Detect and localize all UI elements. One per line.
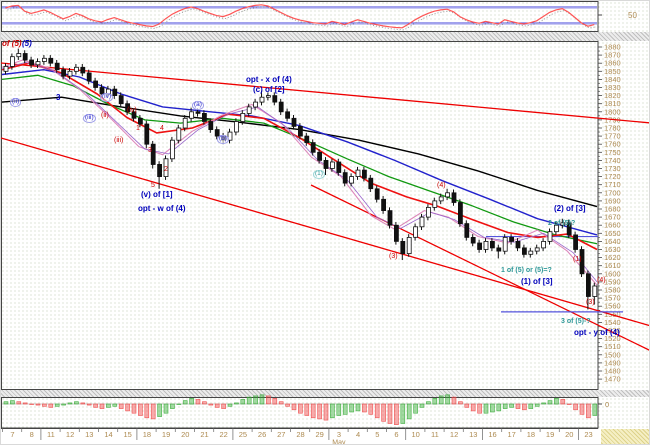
svg-text:1860: 1860 — [604, 59, 621, 68]
svg-text:1500: 1500 — [604, 350, 621, 359]
svg-text:1540: 1540 — [604, 318, 621, 327]
svg-text:1670: 1670 — [604, 213, 621, 222]
svg-text:12: 12 — [450, 430, 458, 439]
svg-text:50: 50 — [628, 11, 637, 20]
svg-text:1620: 1620 — [604, 253, 621, 262]
svg-text:1470: 1470 — [604, 375, 621, 384]
svg-text:1700: 1700 — [604, 188, 621, 197]
svg-text:1580: 1580 — [604, 286, 621, 295]
svg-text:1850: 1850 — [604, 67, 621, 76]
svg-text:13: 13 — [85, 430, 93, 439]
svg-text:7: 7 — [10, 430, 14, 439]
svg-text:11: 11 — [431, 430, 439, 439]
svg-text:23: 23 — [584, 430, 592, 439]
svg-text:1780: 1780 — [604, 124, 621, 133]
svg-text:3: 3 — [337, 430, 341, 439]
svg-text:1770: 1770 — [604, 132, 621, 141]
svg-text:1630: 1630 — [604, 245, 621, 254]
svg-text:20: 20 — [565, 430, 573, 439]
svg-text:1880: 1880 — [604, 43, 621, 52]
svg-text:11: 11 — [47, 430, 55, 439]
svg-text:1800: 1800 — [604, 107, 621, 116]
svg-text:20: 20 — [181, 430, 189, 439]
svg-text:6: 6 — [394, 430, 398, 439]
svg-text:14: 14 — [104, 430, 112, 439]
svg-text:0: 0 — [605, 400, 609, 409]
svg-text:1570: 1570 — [604, 294, 621, 303]
svg-text:1870: 1870 — [604, 51, 621, 60]
svg-text:21: 21 — [200, 430, 208, 439]
svg-text:1650: 1650 — [604, 229, 621, 238]
svg-text:5: 5 — [375, 430, 379, 439]
svg-text:1590: 1590 — [604, 277, 621, 286]
svg-text:29: 29 — [316, 430, 324, 439]
svg-text:10: 10 — [412, 430, 420, 439]
svg-text:4: 4 — [356, 430, 360, 439]
svg-text:18: 18 — [143, 430, 151, 439]
svg-text:1490: 1490 — [604, 358, 621, 367]
svg-text:26: 26 — [258, 430, 266, 439]
svg-text:27: 27 — [277, 430, 285, 439]
svg-text:1820: 1820 — [604, 91, 621, 100]
svg-text:1740: 1740 — [604, 156, 621, 165]
svg-text:1810: 1810 — [604, 99, 621, 108]
svg-text:16: 16 — [488, 430, 496, 439]
svg-text:1530: 1530 — [604, 326, 621, 335]
svg-text:15: 15 — [124, 430, 132, 439]
panel-separator — [1, 390, 649, 397]
svg-text:May: May — [332, 440, 346, 445]
svg-text:1720: 1720 — [604, 172, 621, 181]
svg-text:18: 18 — [527, 430, 535, 439]
svg-text:1600: 1600 — [604, 269, 621, 278]
svg-text:1510: 1510 — [604, 342, 621, 351]
svg-text:1760: 1760 — [604, 140, 621, 149]
date-axis-strip — [1, 429, 601, 444]
svg-text:1640: 1640 — [604, 237, 621, 246]
svg-text:1480: 1480 — [604, 367, 621, 376]
svg-text:1680: 1680 — [604, 205, 621, 214]
svg-text:1520: 1520 — [604, 334, 621, 343]
svg-text:1750: 1750 — [604, 148, 621, 157]
svg-text:1560: 1560 — [604, 302, 621, 311]
svg-text:28: 28 — [296, 430, 304, 439]
svg-text:1830: 1830 — [604, 83, 621, 92]
svg-text:19: 19 — [162, 430, 170, 439]
svg-text:1690: 1690 — [604, 196, 621, 205]
svg-text:17: 17 — [508, 430, 516, 439]
svg-text:13: 13 — [469, 430, 477, 439]
svg-text:1730: 1730 — [604, 164, 621, 173]
svg-text:1610: 1610 — [604, 261, 621, 270]
corner-fill — [601, 429, 649, 444]
svg-text:25: 25 — [239, 430, 247, 439]
svg-text:1710: 1710 — [604, 180, 621, 189]
panel-separator — [1, 32, 649, 41]
svg-text:19: 19 — [546, 430, 554, 439]
svg-text:22: 22 — [220, 430, 228, 439]
svg-text:1840: 1840 — [604, 75, 621, 84]
svg-text:12: 12 — [66, 430, 74, 439]
svg-text:8: 8 — [30, 430, 34, 439]
svg-text:1660: 1660 — [604, 221, 621, 230]
